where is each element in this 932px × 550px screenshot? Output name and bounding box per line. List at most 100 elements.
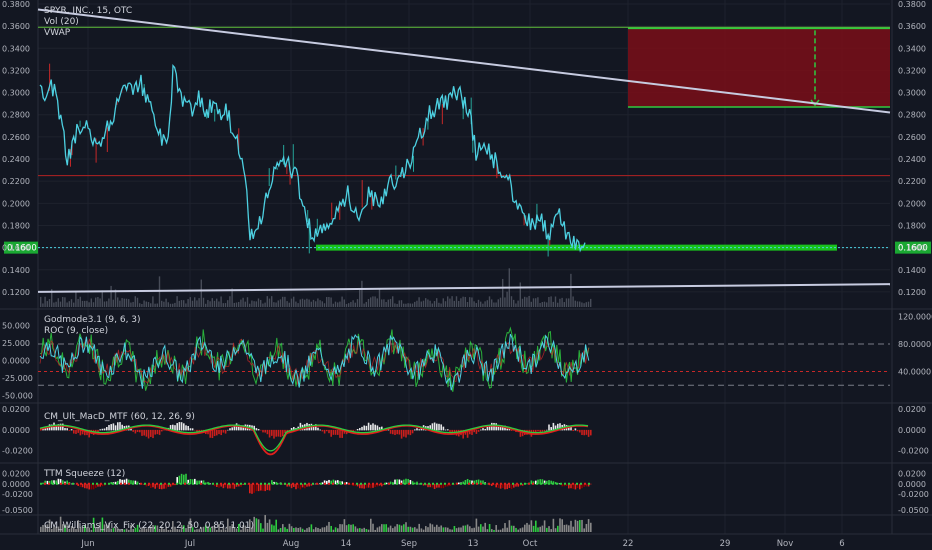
price-tick-left: 0.1800 [2, 221, 30, 230]
squeeze-bar [180, 473, 183, 485]
volume-bar [583, 303, 585, 307]
volume-bar [526, 297, 528, 307]
squeeze-bar [480, 480, 482, 485]
volume-bar [321, 301, 323, 307]
macd-hist-bar [339, 429, 341, 438]
macd-hist-bar [499, 425, 502, 431]
macd-hist-bar [108, 424, 110, 431]
vixfix-bar [57, 526, 60, 532]
squeeze-bar [152, 483, 154, 488]
squeeze-bar [458, 482, 460, 485]
volume-bar [469, 297, 471, 307]
volume-bar [130, 302, 132, 307]
squeeze-bar [290, 483, 293, 489]
vixfix-bar [565, 524, 568, 532]
squeeze-bar [550, 480, 552, 485]
volume-bar [99, 298, 101, 307]
volume-bar [495, 302, 497, 307]
squeeze-dot [116, 482, 118, 485]
volume-bar [315, 301, 317, 307]
volume-bar [356, 299, 359, 307]
vixfix-bar [374, 529, 376, 532]
squeeze-bar [579, 483, 581, 490]
squeeze-dot [420, 482, 422, 485]
volume-bar [398, 300, 400, 307]
vixfix-bar [101, 517, 104, 532]
squeeze-dot [400, 482, 402, 485]
macd-hist-bar [145, 429, 148, 437]
volume-bar [211, 298, 213, 307]
volume-bar [530, 301, 532, 307]
macd-hist-bar [194, 429, 196, 431]
volume-bar [112, 299, 114, 307]
godmode-red-line [39, 336, 590, 385]
squeeze-tick-right: 0.0000 [898, 480, 926, 489]
macd-hist-bar [84, 429, 86, 436]
volume-bar [541, 302, 543, 307]
vixfix-bar [301, 528, 304, 532]
macd-hist-bar [220, 429, 222, 436]
vixfix-bar [493, 529, 495, 532]
macd-hist-bar [572, 429, 574, 432]
macd-hist-bar [442, 426, 445, 431]
vixfix-bar [235, 528, 238, 532]
squeeze-bar [405, 478, 407, 485]
price-tick-left: 0.1600 [2, 244, 30, 253]
squeeze-dot [308, 482, 310, 485]
vixfix-bar [167, 529, 170, 532]
vixfix-bar [343, 519, 346, 532]
volume-bar [44, 296, 46, 307]
macd-hist-bar [444, 429, 447, 431]
squeeze-bar [473, 480, 475, 485]
macd-hist-bar [416, 428, 418, 431]
squeeze-tick-left: 0.0000 [2, 480, 30, 489]
squeeze-dot [164, 482, 166, 485]
squeeze-bar [97, 483, 99, 487]
price-tick-left: 0.2600 [2, 133, 30, 142]
squeeze-dot [492, 482, 494, 485]
volume-bar [108, 298, 110, 307]
volume-bar [227, 300, 229, 307]
volume-bar [277, 300, 279, 307]
volume-bar [79, 296, 81, 307]
volume-bar [559, 298, 561, 307]
squeeze-bar [301, 483, 304, 488]
volume-bar [552, 301, 554, 307]
vixfix-bar [196, 529, 198, 532]
vixfix-bar [425, 526, 427, 532]
volume-bar [156, 303, 158, 307]
squeeze-dot [576, 482, 578, 485]
squeeze-bar [475, 479, 478, 485]
price-tick-right: 0.2800 [898, 111, 926, 120]
macd-hist-bar [374, 424, 376, 431]
vixfix-bar [543, 520, 546, 532]
vixfix-bar [420, 528, 423, 532]
macd-hist-bar [213, 429, 216, 437]
macd-hist-bar [132, 429, 134, 432]
vixfix-bar [143, 527, 145, 532]
macd-hist-bar [163, 429, 165, 431]
volume-bar [194, 297, 196, 307]
macd-hist-bar [405, 429, 407, 438]
volume-bar [238, 301, 240, 307]
squeeze-bar [442, 483, 445, 489]
volume-bar [409, 303, 411, 307]
vixfix-bar [284, 527, 286, 532]
vixfix-bar [451, 529, 453, 532]
vixfix-bar [108, 522, 110, 532]
squeeze-bar [132, 480, 134, 485]
macd-hist-bar [141, 429, 143, 436]
vixfix-bar [546, 527, 548, 532]
macd-hist-bar [332, 429, 335, 435]
price-tick-right: 0.3000 [898, 89, 926, 98]
x-tick-label: 14 [341, 539, 352, 549]
vixfix-bar [92, 517, 95, 532]
volume-bar [462, 296, 464, 307]
vixfix-bar [55, 526, 57, 532]
vixfix-bar [132, 528, 134, 532]
macd-hist-bar [290, 428, 293, 431]
macd-hist-bar [134, 429, 137, 434]
squeeze-dot [272, 482, 274, 485]
